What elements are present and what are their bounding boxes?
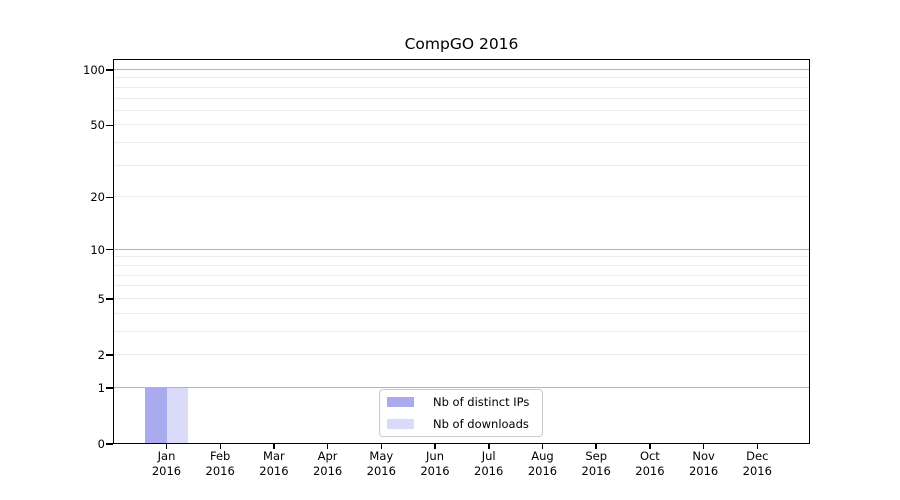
gridline-minor (113, 354, 810, 355)
y-tick-mark (105, 387, 113, 389)
x-tick-year: 2016 (635, 463, 665, 478)
plot-area (113, 59, 810, 444)
gridline-minor (113, 312, 810, 314)
x-tick-month: May (369, 449, 394, 463)
x-tick-label: Feb 2016 (192, 449, 248, 478)
gridline-minor (113, 142, 810, 144)
y-tick-label: 10 (90, 242, 105, 257)
axis-spine-bottom (113, 442, 810, 444)
x-tick-year: 2016 (420, 463, 450, 478)
bar-distinct-ips (145, 387, 167, 444)
gridline-minor (113, 274, 810, 276)
y-tick-label: 100 (83, 63, 105, 77)
y-tick-mark (105, 196, 113, 198)
x-tick-mark (595, 444, 597, 449)
x-tick-mark (702, 444, 705, 449)
legend-item-downloads: Nb of downloads (380, 413, 542, 435)
x-tick-label: Jun 2016 (407, 449, 463, 478)
y-tick-mark (105, 354, 113, 356)
x-tick-month: Mar (263, 449, 285, 463)
gridline-minor (113, 285, 810, 287)
legend-item-distinct-ips: Nb of distinct IPs (380, 391, 542, 413)
gridline-major (113, 248, 810, 250)
y-tick-label: 20 (90, 190, 105, 205)
x-tick-label: Dec 2016 (729, 449, 785, 478)
x-tick-year: 2016 (474, 463, 504, 478)
x-tick-year: 2016 (366, 463, 396, 478)
bar-downloads (166, 387, 188, 444)
axis-spine-left (113, 59, 115, 444)
x-tick-mark (165, 444, 168, 449)
x-tick-month: Jan (157, 449, 176, 463)
x-tick-month: Jun (426, 449, 444, 463)
y-tick-mark (105, 124, 113, 127)
x-tick-label: Aug 2016 (515, 449, 571, 478)
gridline-major (113, 69, 810, 70)
x-tick-mark (649, 444, 651, 449)
x-tick-month: Dec (746, 449, 769, 463)
gridline-minor (113, 264, 810, 266)
x-tick-mark (326, 444, 329, 449)
x-tick-month: Apr (317, 449, 338, 463)
legend-label-distinct-ips: Nb of distinct IPs (433, 395, 530, 409)
y-tick-label: 50 (90, 118, 105, 133)
y-tick-label: 5 (97, 291, 105, 306)
x-tick-month: Aug (531, 449, 554, 463)
legend-label-downloads: Nb of downloads (433, 417, 529, 431)
y-tick-label: 0 (97, 437, 105, 451)
gridline-minor (113, 77, 810, 79)
x-tick-month: Oct (639, 449, 660, 463)
axis-spine-top (113, 59, 810, 61)
y-tick-label: 2 (97, 348, 105, 362)
chart-title: CompGO 2016 (404, 35, 519, 53)
x-tick-year: 2016 (312, 463, 343, 478)
gridline-minor (113, 164, 810, 166)
legend: Nb of distinct IPs Nb of downloads (379, 389, 543, 437)
x-tick-mark (541, 444, 544, 449)
x-tick-label: Jul 2016 (461, 449, 517, 478)
y-tick-mark (105, 443, 113, 445)
gridline-minor (113, 124, 810, 126)
y-tick-mark (105, 298, 113, 300)
gridline-minor (113, 109, 810, 111)
gridline-minor (113, 256, 810, 258)
x-tick-month: Jul (481, 449, 496, 463)
x-tick-year: 2016 (151, 463, 182, 478)
gridline-minor (113, 196, 810, 198)
gridline-minor (113, 86, 810, 88)
x-tick-year: 2016 (742, 463, 772, 478)
x-tick-mark (273, 444, 275, 449)
legend-swatch-downloads-icon (387, 419, 414, 429)
x-tick-label: Oct 2016 (622, 449, 678, 478)
x-tick-label: Apr 2016 (300, 449, 356, 478)
legend-swatch-distinct-ips-icon (387, 397, 414, 407)
x-tick-year: 2016 (688, 463, 719, 478)
x-tick-label: May 2016 (353, 449, 409, 478)
x-tick-month: Nov (692, 449, 715, 463)
y-tick-label: 1 (97, 380, 105, 395)
x-tick-month: Sep (585, 449, 608, 463)
gridline-minor (113, 97, 810, 99)
x-tick-year: 2016 (205, 463, 235, 478)
y-tick-mark (105, 248, 113, 251)
axis-spine-right (808, 59, 810, 444)
x-tick-year: 2016 (581, 463, 611, 478)
x-tick-mark (380, 444, 383, 449)
x-tick-label: Mar 2016 (246, 449, 302, 478)
x-tick-mark (756, 444, 758, 449)
x-tick-mark (488, 444, 490, 449)
x-tick-label: Jan 2016 (139, 449, 195, 478)
gridline-minor (113, 330, 810, 332)
x-tick-year: 2016 (259, 463, 289, 478)
x-tick-mark (434, 444, 436, 449)
x-tick-label: Sep 2016 (568, 449, 624, 478)
x-tick-mark (219, 444, 221, 449)
x-tick-year: 2016 (527, 463, 558, 478)
x-tick-month: Feb (210, 449, 231, 463)
gridline-minor (113, 297, 810, 299)
y-tick-mark (105, 69, 113, 71)
x-tick-label: Nov 2016 (676, 449, 732, 478)
gridline-major (113, 386, 810, 388)
